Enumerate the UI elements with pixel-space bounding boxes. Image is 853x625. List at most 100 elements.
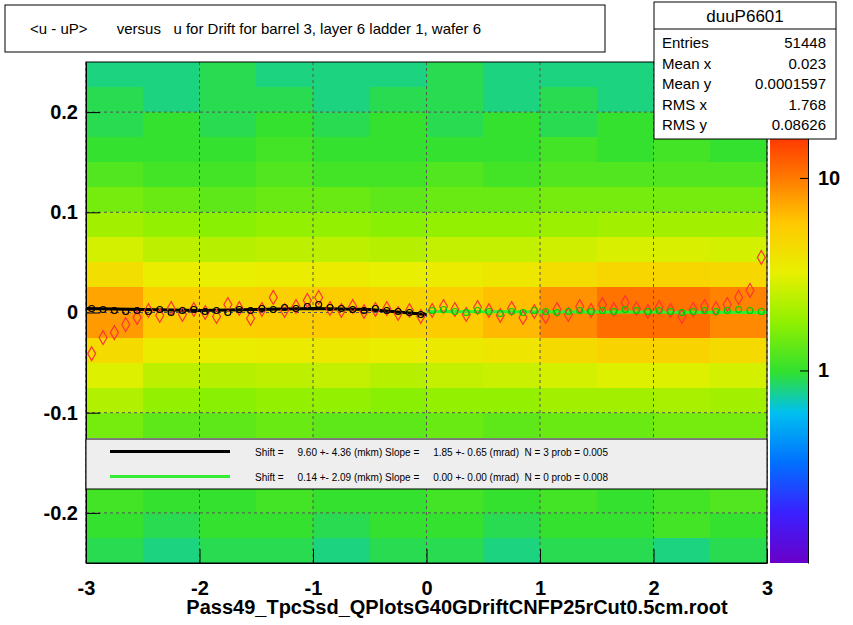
heatmap-cell: [370, 62, 427, 87]
tick-label: 1: [818, 359, 829, 381]
profile-point: [178, 308, 186, 322]
heatmap-cell: [313, 538, 370, 563]
heatmap-cell: [540, 87, 597, 112]
tick-mark: [200, 549, 201, 563]
heatmap-cell: [710, 513, 767, 538]
heatmap-cell: [710, 413, 767, 438]
heatmap-cell: [540, 363, 597, 388]
profile-point: [225, 310, 231, 316]
profile-point: [88, 347, 96, 361]
heatmap-cell: [483, 488, 540, 513]
heatmap-cell: [540, 513, 597, 538]
profile-point: [757, 250, 765, 264]
heatmap-cell: [654, 137, 711, 162]
heatmap-cell: [256, 413, 313, 438]
heatmap-cell: [427, 413, 484, 438]
x-tick: -1: [305, 549, 323, 599]
heatmap-cell: [483, 262, 540, 287]
heatmap-cell: [200, 162, 257, 187]
heatmap-cell: [710, 162, 767, 187]
heatmap-cell: [200, 313, 257, 338]
stats-value: 0.0001597: [755, 75, 826, 92]
heatmap-cell: [200, 413, 257, 438]
heatmap-cell: [313, 212, 370, 237]
heatmap-cell: [143, 87, 200, 112]
profile-point: [327, 305, 333, 311]
heatmap-cell: [370, 363, 427, 388]
heatmap-cell: [370, 137, 427, 162]
heatmap-cell: [313, 363, 370, 388]
heatmap-cell: [710, 488, 767, 513]
heatmap-cell: [143, 338, 200, 363]
tick-mark: [86, 112, 100, 113]
chart-svg: -3-2-10123-0.2-0.100.10.2110Shift = 9.60…: [0, 0, 853, 625]
heatmap-cell: [256, 137, 313, 162]
heatmap-cell: [540, 488, 597, 513]
stats-frame: [654, 2, 836, 139]
heatmap-cell: [710, 338, 767, 363]
heatmap-cell: [256, 262, 313, 287]
heatmap-cell: [654, 513, 711, 538]
chart-title: <u - uP> versus u for Drift for barrel 3…: [30, 20, 481, 37]
heatmap-cell: [370, 112, 427, 137]
stats-value: 0.023: [788, 55, 826, 72]
heatmap-cell: [200, 87, 257, 112]
stats-value: 1.768: [788, 96, 826, 113]
heatmap-cell: [483, 137, 540, 162]
heatmap-cell: [313, 137, 370, 162]
stats-value: 0.08626: [772, 116, 826, 133]
heatmap-cell: [370, 212, 427, 237]
profile-point: [543, 309, 549, 315]
heatmap-cell: [427, 137, 484, 162]
heatmap-cell: [427, 538, 484, 563]
heatmap-cell: [200, 212, 257, 237]
heatmap-cell: [483, 187, 540, 212]
profile-point: [667, 304, 675, 318]
heatmap-cell: [256, 237, 313, 262]
profile-point: [440, 300, 448, 314]
heatmap-cell: [143, 62, 200, 87]
heatmap-cell: [597, 137, 654, 162]
profile-point: [258, 303, 266, 317]
heatmap-cell: [427, 388, 484, 413]
tick-mark: [86, 313, 100, 314]
heatmap-cell: [86, 262, 143, 287]
profile-point: [157, 307, 163, 313]
tick-mark: [800, 370, 808, 371]
heatmap-cell: [143, 237, 200, 262]
heatmap-cell: [200, 137, 257, 162]
heatmap-cell: [540, 187, 597, 212]
x-axis: -3-2-10123: [78, 549, 773, 599]
legend-label: Shift = 0.14 +- 2.09 (mkm) Slope = 0.00 …: [255, 472, 608, 483]
heatmap-cell: [200, 237, 257, 262]
tick-mark: [654, 549, 655, 563]
heatmap-cell: [427, 338, 484, 363]
stats-label: Entries: [662, 34, 709, 51]
heatmap-cell: [597, 363, 654, 388]
profile-point: [587, 304, 595, 318]
profile-point: [235, 302, 243, 316]
heatmap-cell: [370, 338, 427, 363]
heatmap-cell: [540, 388, 597, 413]
legend: Shift = 9.60 +- 4.36 (mkm) Slope = 1.85 …: [86, 439, 767, 489]
heatmap-cell: [86, 388, 143, 413]
profile-point: [701, 300, 709, 314]
y-tick: 0.2: [50, 101, 100, 123]
title-frame: [5, 5, 605, 52]
x-tick: -2: [191, 549, 209, 599]
tick-mark: [427, 549, 428, 563]
heatmap-cell: [143, 162, 200, 187]
profile-point: [259, 306, 265, 312]
heatmap-cell: [654, 388, 711, 413]
profile-point: [610, 303, 618, 317]
heatmap-cell: [427, 262, 484, 287]
tick-label: 0.1: [50, 201, 78, 223]
heatmap-cell: [313, 187, 370, 212]
profile-point: [746, 284, 754, 298]
profile-point: [361, 308, 367, 314]
profile-point: [395, 309, 401, 315]
heatmap-cell: [710, 262, 767, 287]
profile-point: [145, 309, 151, 315]
profile-point: [350, 307, 356, 313]
heatmap-cell: [313, 413, 370, 438]
